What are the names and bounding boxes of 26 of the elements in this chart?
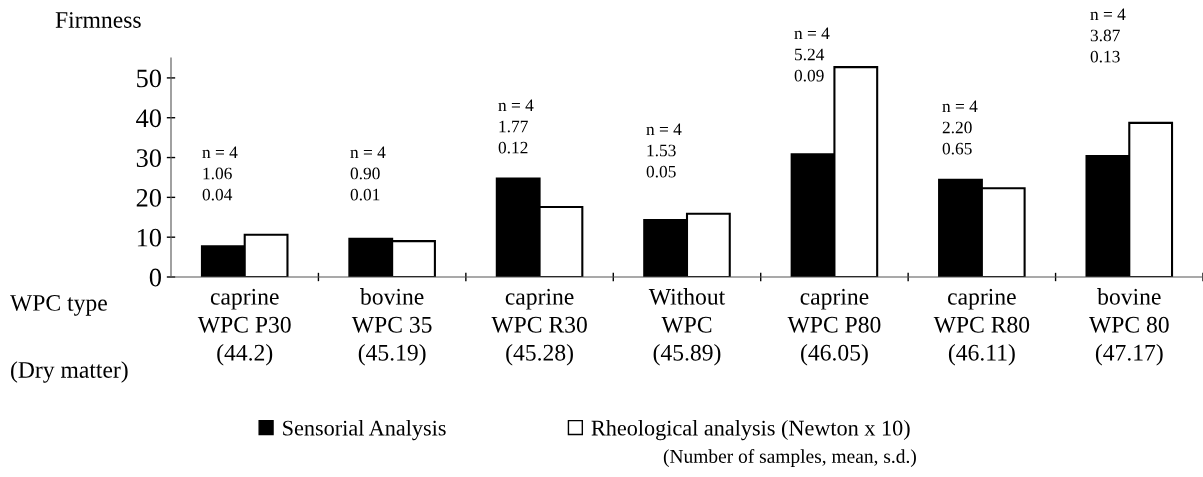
y-tick-label: 0 — [149, 268, 161, 287]
legend-label: Sensorial Analysis — [283, 419, 446, 441]
x-tick-label: bovine WPC 80 (47.17) — [1088, 288, 1169, 366]
x-tick-label: caprine WPC R30 (45.28) — [491, 288, 587, 366]
y-tick-label: 10 — [137, 228, 161, 247]
x-tick-label: caprine WPC P30 (44.2) — [197, 288, 291, 366]
legend-label: Rheological analysis (Newton x 10) — [591, 419, 910, 441]
x-tick-label: Without WPC (45.89) — [648, 288, 726, 366]
annotation: n = 4 5.24 0.09 — [794, 27, 830, 82]
annotation: n = 4 2.20 0.65 — [942, 100, 978, 155]
annotation: n = 4 0.90 0.01 — [350, 146, 386, 201]
y-axis-title: Firmness — [55, 12, 141, 28]
x-tick-label: bovine WPC 35 (45.19) — [351, 288, 432, 366]
text: (Dry matter) — [11, 361, 128, 383]
y-tick-label: 40 — [136, 109, 161, 128]
x-tick-label: caprine WPC P80 (46.05) — [787, 288, 881, 366]
y-tick-label: 30 — [136, 149, 161, 167]
y-tick-label: 20 — [136, 188, 161, 207]
text: (Number of samples, mean, s.d.) — [663, 449, 916, 467]
text: WPC type — [10, 294, 107, 316]
annotation: n = 4 1.53 0.05 — [646, 123, 682, 178]
annotation: n = 4 1.77 0.12 — [498, 99, 534, 154]
annotation: n = 4 3.87 0.13 — [1090, 8, 1126, 63]
y-tick-label: 50 — [137, 69, 161, 88]
x-tick-label: caprine WPC R80 (46.11) — [933, 288, 1030, 366]
annotation: n = 4 1.06 0.04 — [202, 146, 238, 201]
